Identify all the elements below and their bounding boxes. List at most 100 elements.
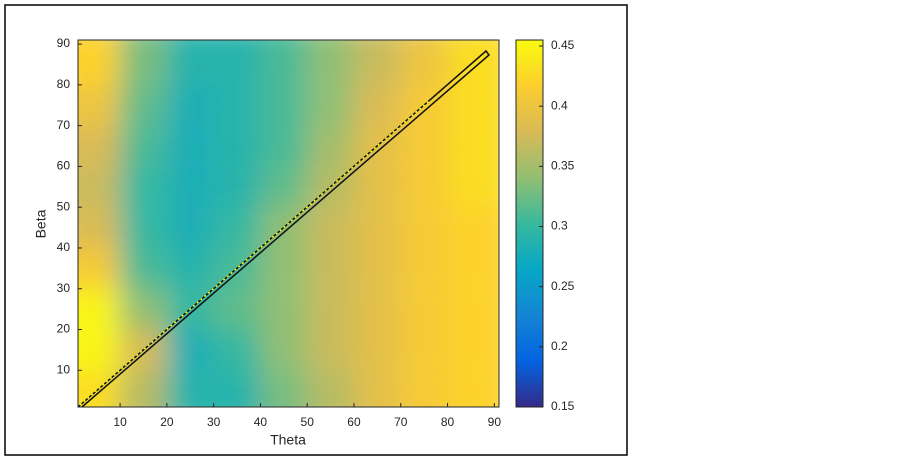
colorbar-tick-label: 0.25 (551, 279, 575, 293)
field-cell (447, 288, 499, 330)
field-cell (78, 247, 121, 289)
field-cell (400, 207, 448, 248)
field-cell (307, 84, 354, 126)
x-tick-label: 80 (441, 415, 455, 429)
field-cell (120, 247, 167, 289)
colorbar-tick-label: 0.45 (551, 38, 575, 52)
field-cell (213, 207, 261, 248)
field-cell (213, 329, 261, 371)
y-tick-label: 10 (57, 362, 71, 376)
field-cell (260, 329, 308, 371)
field-cell (78, 125, 121, 167)
field-cell (400, 370, 448, 407)
field-cell (447, 84, 499, 126)
field-cell (353, 207, 401, 248)
y-tick-label: 40 (57, 240, 71, 254)
field-cell (120, 207, 167, 248)
field-cell (447, 125, 499, 167)
field-cell (78, 40, 121, 85)
field-cell (120, 370, 167, 407)
field-cell (353, 84, 401, 126)
colorbar-tick-label: 0.2 (551, 339, 568, 353)
x-tick-label: 60 (347, 415, 361, 429)
colorbar-tick-label: 0.3 (551, 219, 568, 233)
field-cell (307, 370, 354, 407)
field-cell (213, 166, 261, 208)
y-tick-label: 80 (57, 77, 71, 91)
x-tick-label: 90 (488, 415, 502, 429)
x-tick-label: 30 (207, 415, 221, 429)
field-cell (260, 288, 308, 330)
plot-frame (77, 39, 500, 408)
y-tick-label: 90 (57, 36, 71, 50)
field-cell (307, 288, 354, 330)
colorbar-tick-label: 0.15 (551, 399, 575, 413)
field-cell (260, 40, 308, 85)
field-cell (400, 247, 448, 289)
field-cell (213, 288, 261, 330)
field-cell (166, 370, 214, 407)
field-cell (400, 166, 448, 208)
field-cell (307, 329, 354, 371)
field-cell (120, 288, 167, 330)
field-cell (447, 370, 499, 407)
x-axis-label: Theta (270, 432, 306, 448)
field (78, 40, 499, 407)
field-cell (307, 207, 354, 248)
field-cell (166, 329, 214, 371)
y-axis-label: Beta (33, 209, 49, 238)
colorbar-tick-label: 0.4 (551, 98, 568, 112)
field-cell (120, 166, 167, 208)
field-cell (260, 125, 308, 167)
field-cell (166, 207, 214, 248)
field-cell (260, 84, 308, 126)
field-cell (213, 84, 261, 126)
x-tick-label: 70 (394, 415, 408, 429)
field-cell (447, 166, 499, 208)
field-cell (307, 125, 354, 167)
x-tick-label: 10 (113, 415, 127, 429)
field-cell (447, 247, 499, 289)
field-cell (400, 40, 448, 85)
field-cell (213, 40, 261, 85)
y-tick-label: 50 (57, 199, 71, 213)
field-cell (260, 370, 308, 407)
field-cell (447, 329, 499, 371)
field-cell (166, 40, 214, 85)
field-cell (78, 207, 121, 248)
colorbar (515, 39, 544, 408)
field-cell (260, 247, 308, 289)
field-cell (353, 247, 401, 289)
field-cell (78, 288, 121, 330)
field-cell (213, 370, 261, 407)
y-tick-label: 20 (57, 322, 71, 336)
field-cell (78, 166, 121, 208)
x-tick-label: 50 (301, 415, 315, 429)
field-cell (353, 40, 401, 85)
field-cell (353, 288, 401, 330)
field-cell (400, 288, 448, 330)
field-cell (307, 40, 354, 85)
field-cell (120, 40, 167, 85)
field-cell (166, 247, 214, 289)
field-cell (400, 329, 448, 371)
diagonal (78, 49, 491, 407)
field-cell (447, 207, 499, 248)
field-cell (78, 84, 121, 126)
field-cell (400, 125, 448, 167)
y-tick-label: 30 (57, 281, 71, 295)
ridge-line (78, 49, 491, 407)
field-cell (166, 166, 214, 208)
y-tick-label: 70 (57, 118, 71, 132)
ridge-dots (79, 99, 431, 406)
field-cell (353, 329, 401, 371)
field-cell (353, 166, 401, 208)
y-tick-label: 60 (57, 159, 71, 173)
field-cell (166, 125, 214, 167)
field-cell (120, 84, 167, 126)
x-tick-label: 40 (254, 415, 268, 429)
colorbar-tick-label: 0.35 (551, 159, 575, 173)
field-cell (213, 125, 261, 167)
field-cell (78, 329, 121, 371)
